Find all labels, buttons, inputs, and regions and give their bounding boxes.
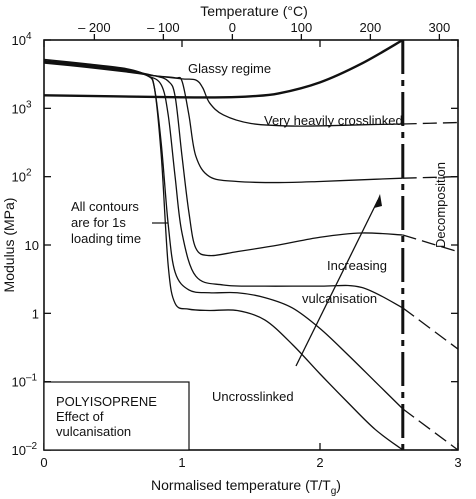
x-tick-label: 2 [316, 455, 323, 470]
y-axis-title: Modulus (MPa) [1, 198, 17, 293]
x-axis-title: Normalised temperature (T/Tg) [151, 477, 341, 497]
increasing-label: Increasing [327, 258, 387, 273]
top-tick-label: – 100 [147, 20, 180, 35]
polyisoprene-box-text: POLYISOPRENE Effect of vulcanisation [56, 394, 161, 439]
y-tick-label: 10 [12, 443, 26, 458]
modulus-curve-6 [44, 62, 403, 127]
top-tick-label: 100 [291, 20, 313, 35]
y-tick-exponent: –2 [26, 441, 38, 452]
uncrosslinked-label: Uncrosslinked [212, 389, 294, 404]
top-axis-ticks: – 200 – 100 0 100 200 300 [78, 20, 450, 40]
modulus-curve-5-extrapolated [402, 176, 458, 179]
y-tick-label: 1 [32, 306, 39, 321]
modulus-curve-1-extrapolated [402, 449, 404, 450]
y-tick-exponent: –1 [26, 373, 38, 384]
y-tick-label: 10 [12, 375, 26, 390]
y-tick-exponent: 3 [26, 99, 32, 110]
vulcanisation-label: vulcanisation [302, 291, 377, 306]
top-tick-label: 200 [360, 20, 382, 35]
x-tick-label: 0 [40, 455, 47, 470]
y-tick-exponent: 2 [26, 168, 32, 179]
y-tick-label: 10 [12, 101, 26, 116]
modulus-curve-5 [44, 61, 403, 184]
polyisoprene-box [43, 381, 190, 451]
very-heavily-crosslinked-label: Very heavily crosslinked [264, 113, 403, 128]
glassy-curve [44, 40, 404, 99]
y-tick-label: 10 [12, 33, 26, 48]
top-tick-label: 300 [429, 20, 451, 35]
decomposition-label: Decomposition [433, 162, 448, 248]
increasing-arrow-head [374, 194, 382, 208]
modulus-curve-6-extrapolated [402, 121, 458, 125]
y-tick-exponent: 4 [26, 31, 32, 42]
modulus-curve-4 [44, 61, 403, 257]
top-axis-title: Temperature (°C) [200, 3, 308, 19]
increasing-arrow-shaft [295, 199, 379, 367]
top-tick-label: 0 [229, 20, 236, 35]
modulus-curve-2-extrapolated [402, 408, 458, 450]
y-tick-label: 10 [12, 170, 26, 185]
top-tick-label: – 200 [78, 20, 111, 35]
x-tick-label: 1 [178, 455, 185, 470]
modulus-curve-3-extrapolated [402, 307, 458, 350]
modulus-curve-4-extrapolated [402, 234, 458, 253]
glassy-regime-label: Glassy regime [188, 61, 271, 76]
x-tick-label: 3 [454, 455, 461, 470]
y-tick-label: 10 [25, 238, 39, 253]
contours-note: All contours are for 1s loading time [71, 199, 143, 246]
